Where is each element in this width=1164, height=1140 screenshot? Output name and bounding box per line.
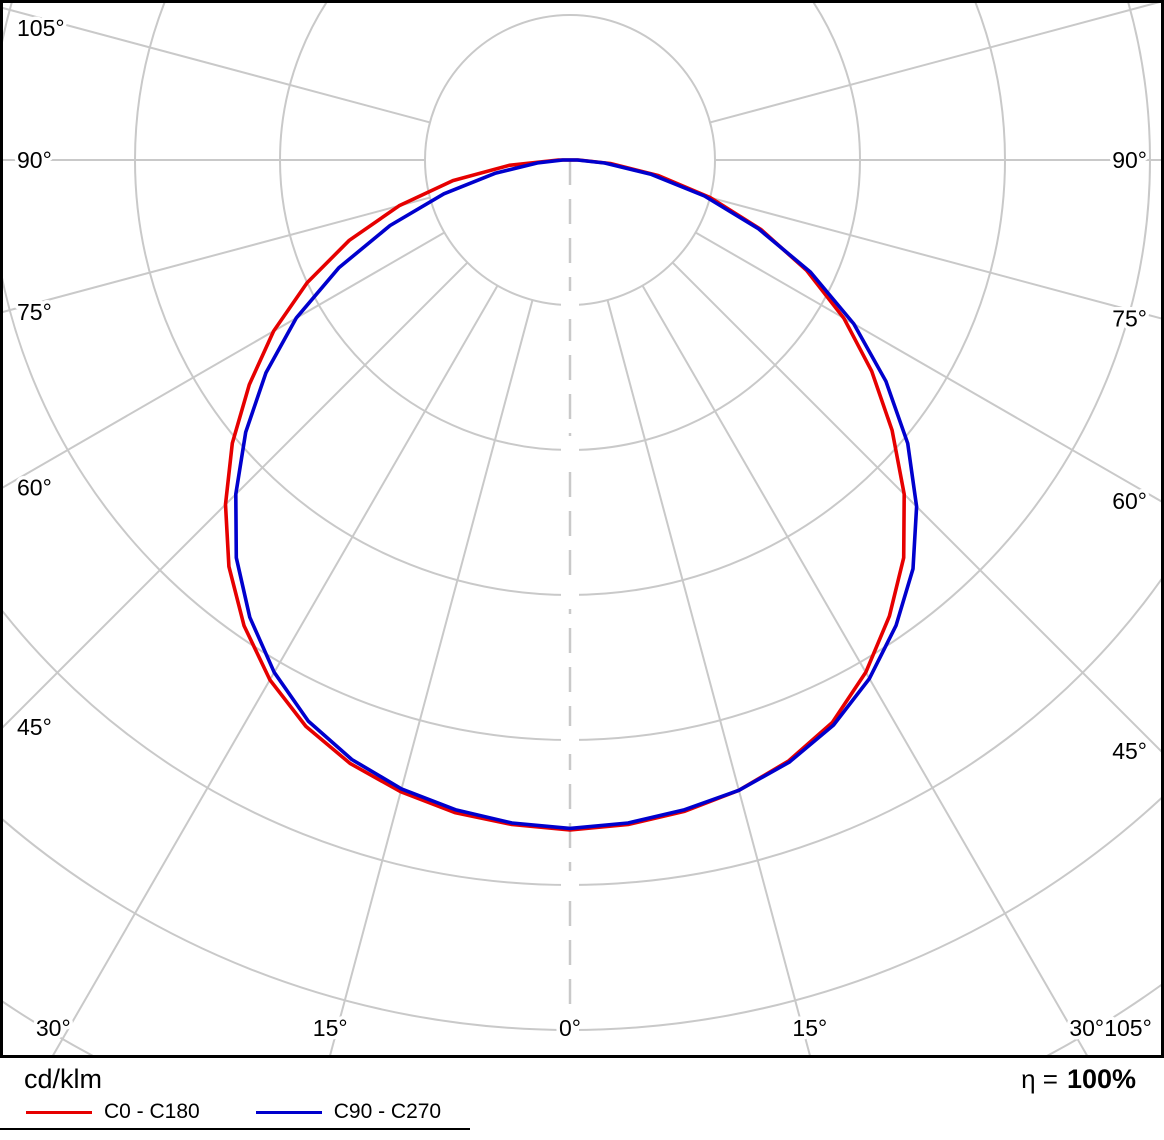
angle-gridline [695, 231, 1161, 503]
legend-label-c90-c270: C90 - C270 [333, 1100, 442, 1123]
ring-label-gap [561, 291, 579, 319]
angle-gridline [671, 261, 1161, 753]
legend-label-c0-c180: C0 - C180 [104, 1100, 200, 1123]
angle-gridline [329, 299, 534, 1055]
legend: C0 - C180 C90 - C270 [26, 1100, 497, 1124]
angle-label: 90° [1112, 147, 1147, 173]
angle-gridline [3, 261, 469, 729]
angle-label: 105° [17, 15, 65, 41]
legend-item-c90-c270: C90 - C270 [255, 1100, 442, 1124]
angle-gridline [52, 285, 499, 1055]
angle-label: 15° [313, 1015, 348, 1041]
angle-label: 60° [17, 474, 52, 500]
unit-label: cd/klm [24, 1064, 103, 1094]
legend-underline [0, 1128, 470, 1130]
angle-gridline [709, 196, 1161, 320]
angle-gridline [3, 7, 431, 124]
angle-label: 75° [1112, 305, 1147, 331]
angle-label: 60° [1112, 488, 1147, 514]
angle-label: 75° [17, 299, 52, 325]
angle-label: 90° [17, 147, 52, 173]
ring-label-gap [561, 581, 579, 609]
angle-gridline [606, 299, 811, 1055]
legend-item-c0-c180: C0 - C180 [26, 1100, 200, 1124]
angle-gridline [3, 196, 431, 313]
ring-label-gap [561, 1016, 579, 1044]
angle-gridline [641, 285, 1088, 1055]
angle-label: 30° [1069, 1015, 1104, 1041]
diagram-border [0, 0, 1164, 1058]
angle-gridline [709, 3, 1160, 124]
angle-label: 45° [17, 714, 52, 740]
ring-label-gap [561, 436, 579, 464]
efficiency-prefix: η = [1021, 1064, 1058, 1094]
angle-label: 30° [36, 1015, 71, 1041]
angle-gridline [3, 231, 445, 489]
angle-label: 45° [1112, 738, 1147, 764]
curve-c90-c270 [234, 158, 919, 831]
legend-swatch-c0-c180 [26, 1110, 92, 1114]
ring-label-gap [561, 871, 579, 899]
angle-label: 105° [1104, 1015, 1152, 1041]
polar-intensity-diagram: 0° 15° 15° 30° 30° 45° 45° 60° 60° 75° 75° 90° 90° 10… [0, 0, 1164, 1058]
efficiency-value: 100% [1066, 1064, 1136, 1094]
polar-grid [3, 3, 1161, 1055]
ring-label-gap [561, 726, 579, 754]
angle-label: 15° [792, 1015, 827, 1041]
angle-label: 0° [559, 1015, 581, 1041]
efficiency-label: η = 100% [1021, 1064, 1136, 1094]
legend-swatch-c90-c270 [255, 1110, 322, 1114]
